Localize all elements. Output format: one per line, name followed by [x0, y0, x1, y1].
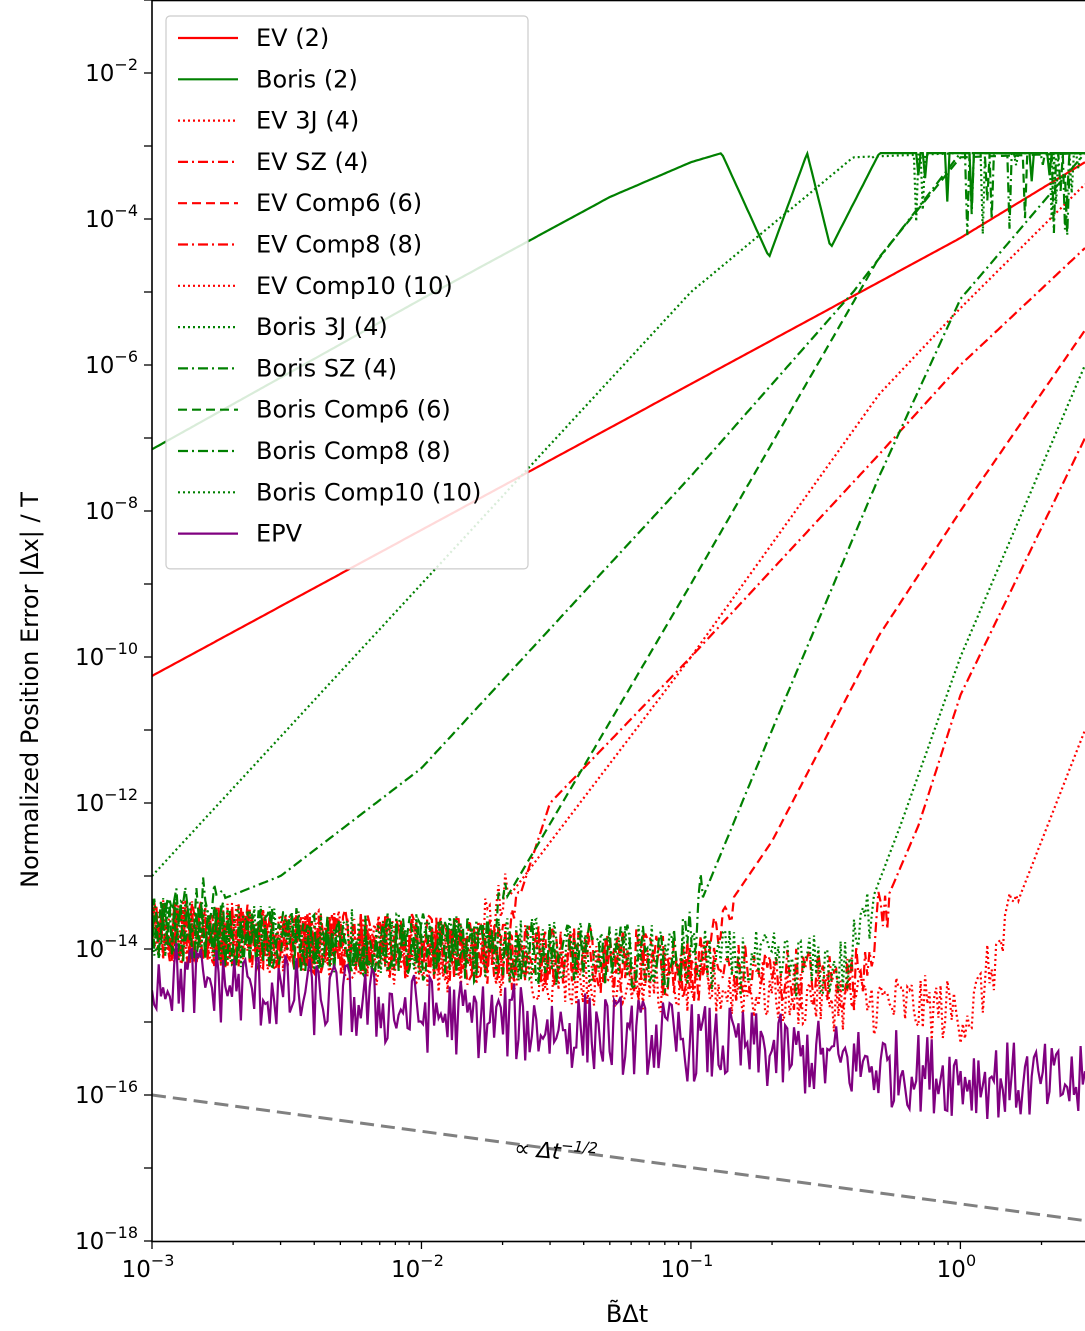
series-line-9 [152, 152, 1085, 986]
legend-label: EPV [256, 520, 303, 548]
legend-box [165, 15, 529, 570]
legend-label: EV (2) [256, 24, 329, 52]
legend-label: Boris SZ (4) [256, 354, 397, 382]
legend-label: EV SZ (4) [256, 148, 369, 176]
series-line-0 [152, 161, 1085, 677]
y-tick-label: 10−18 [75, 1223, 138, 1255]
legend: EV (2) Boris (2) EV 3J (4) EV SZ (4) EV Comp… [165, 15, 529, 570]
y-tick-label: 10−6 [85, 347, 138, 379]
series-line-4 [152, 329, 1085, 997]
x-tick-label: 10−2 [391, 1251, 444, 1283]
x-axis-label: B̃Δt [606, 1300, 648, 1328]
y-tick-label: 10−2 [85, 55, 138, 87]
series-line-12 [152, 942, 1085, 1119]
y-tick-label: 10−14 [75, 931, 138, 963]
x-tick-label: 10−3 [122, 1251, 175, 1283]
series-line-10 [152, 152, 1085, 996]
y-tick-label: 10−8 [85, 493, 138, 525]
y-tick-label: 10−16 [75, 1077, 138, 1109]
plot-frame [151, 0, 1085, 1243]
legend-label: Boris Comp8 (8) [256, 437, 451, 465]
legend-label: EV Comp6 (6) [256, 189, 422, 217]
annotation-base: ∝ Δt [513, 1136, 563, 1165]
series-line-8 [152, 152, 1085, 959]
y-axis-label: Normalized Position Error |Δx| / T [16, 492, 44, 888]
annotation-exponent: −1/2 [560, 1136, 598, 1157]
legend-label: Boris Comp6 (6) [256, 396, 451, 424]
axes-layer: 10−3 10−2 10−1 100 10−2 10−4 10−6 10−8 10−10 10−1… [75, 0, 1085, 1283]
y-tick-label: 10−10 [75, 639, 138, 671]
series-line-11 [152, 364, 1085, 997]
series-layer [152, 150, 1085, 1223]
reference-annotation: ∝ Δt−1/2 [513, 1132, 598, 1168]
series-line-6 [152, 729, 1085, 1044]
reference-line [152, 1093, 1085, 1223]
legend-label: Boris Comp10 (10) [256, 478, 481, 506]
y-tick-label: 10−12 [75, 785, 138, 817]
x-tick-label: 10−1 [660, 1251, 713, 1283]
legend-label: EV Comp8 (8) [256, 231, 422, 259]
y-tick-label: 10−4 [85, 201, 138, 233]
x-tick-label: 100 [937, 1251, 976, 1283]
legend-label: Boris (2) [256, 65, 358, 93]
legend-label: EV 3J (4) [256, 107, 359, 135]
legend-label: EV Comp10 (10) [256, 272, 453, 300]
series-line-5 [152, 437, 1085, 1011]
legend-label: Boris 3J (4) [256, 313, 388, 341]
